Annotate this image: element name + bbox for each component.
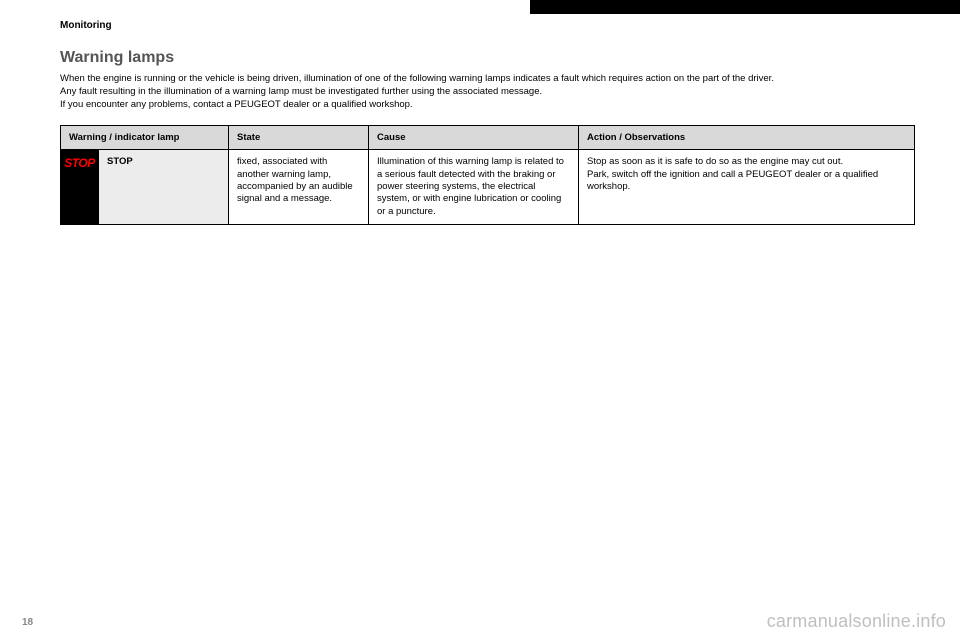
th-cause: Cause (369, 126, 579, 150)
action-p1: Stop as soon as it is safe to do so as t… (587, 156, 843, 167)
page-header: Monitoring (60, 20, 920, 31)
manual-page: Monitoring Warning lamps When the engine… (0, 0, 960, 640)
intro-line-1: When the engine is running or the vehicl… (60, 73, 774, 84)
lamp-icon-cell: STOP (61, 150, 99, 225)
th-action: Action / Observations (579, 126, 915, 150)
intro-text: When the engine is running or the vehicl… (60, 73, 890, 111)
section-label: Monitoring (60, 20, 112, 31)
lamp-state: fixed, associated with another warning l… (229, 150, 369, 225)
lamp-action: Stop as soon as it is safe to do so as t… (579, 150, 915, 225)
warning-lamps-table: Warning / indicator lamp State Cause Act… (60, 125, 915, 225)
lamp-name: STOP (99, 150, 229, 225)
section-title: Warning lamps (60, 49, 920, 67)
intro-line-3: If you encounter any problems, contact a… (60, 99, 413, 110)
table-row: STOP STOP fixed, associated with another… (61, 150, 915, 225)
watermark: carmanualsonline.info (767, 611, 946, 632)
stop-icon: STOP (64, 156, 94, 170)
page-number: 18 (22, 617, 33, 628)
th-state: State (229, 126, 369, 150)
intro-line-2: Any fault resulting in the illumination … (60, 86, 542, 97)
lamp-cause: Illumination of this warning lamp is rel… (369, 150, 579, 225)
table-header-row: Warning / indicator lamp State Cause Act… (61, 126, 915, 150)
action-p2: Park, switch off the ignition and call a… (587, 169, 878, 192)
th-lamp: Warning / indicator lamp (61, 126, 229, 150)
